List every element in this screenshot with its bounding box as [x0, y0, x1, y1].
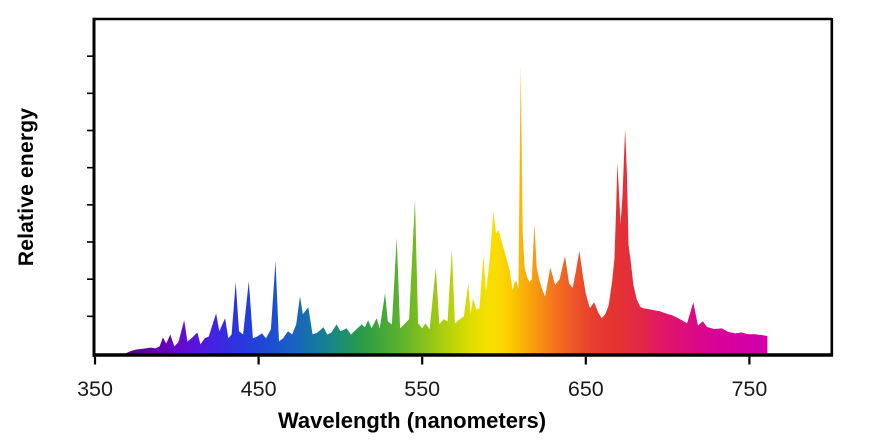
x-axis-tick-label: 350 [77, 377, 113, 401]
x-axis-label: Wavelength (nanometers) [277, 408, 547, 433]
x-axis-tick-label: 750 [731, 377, 767, 401]
y-axis-label: Relative energy [15, 107, 38, 267]
x-axis-tick-label: 650 [568, 377, 604, 401]
x-axis-tick-label: 450 [241, 377, 277, 401]
spectrum-area [122, 65, 768, 355]
x-axis-tick-label: 550 [404, 377, 440, 401]
